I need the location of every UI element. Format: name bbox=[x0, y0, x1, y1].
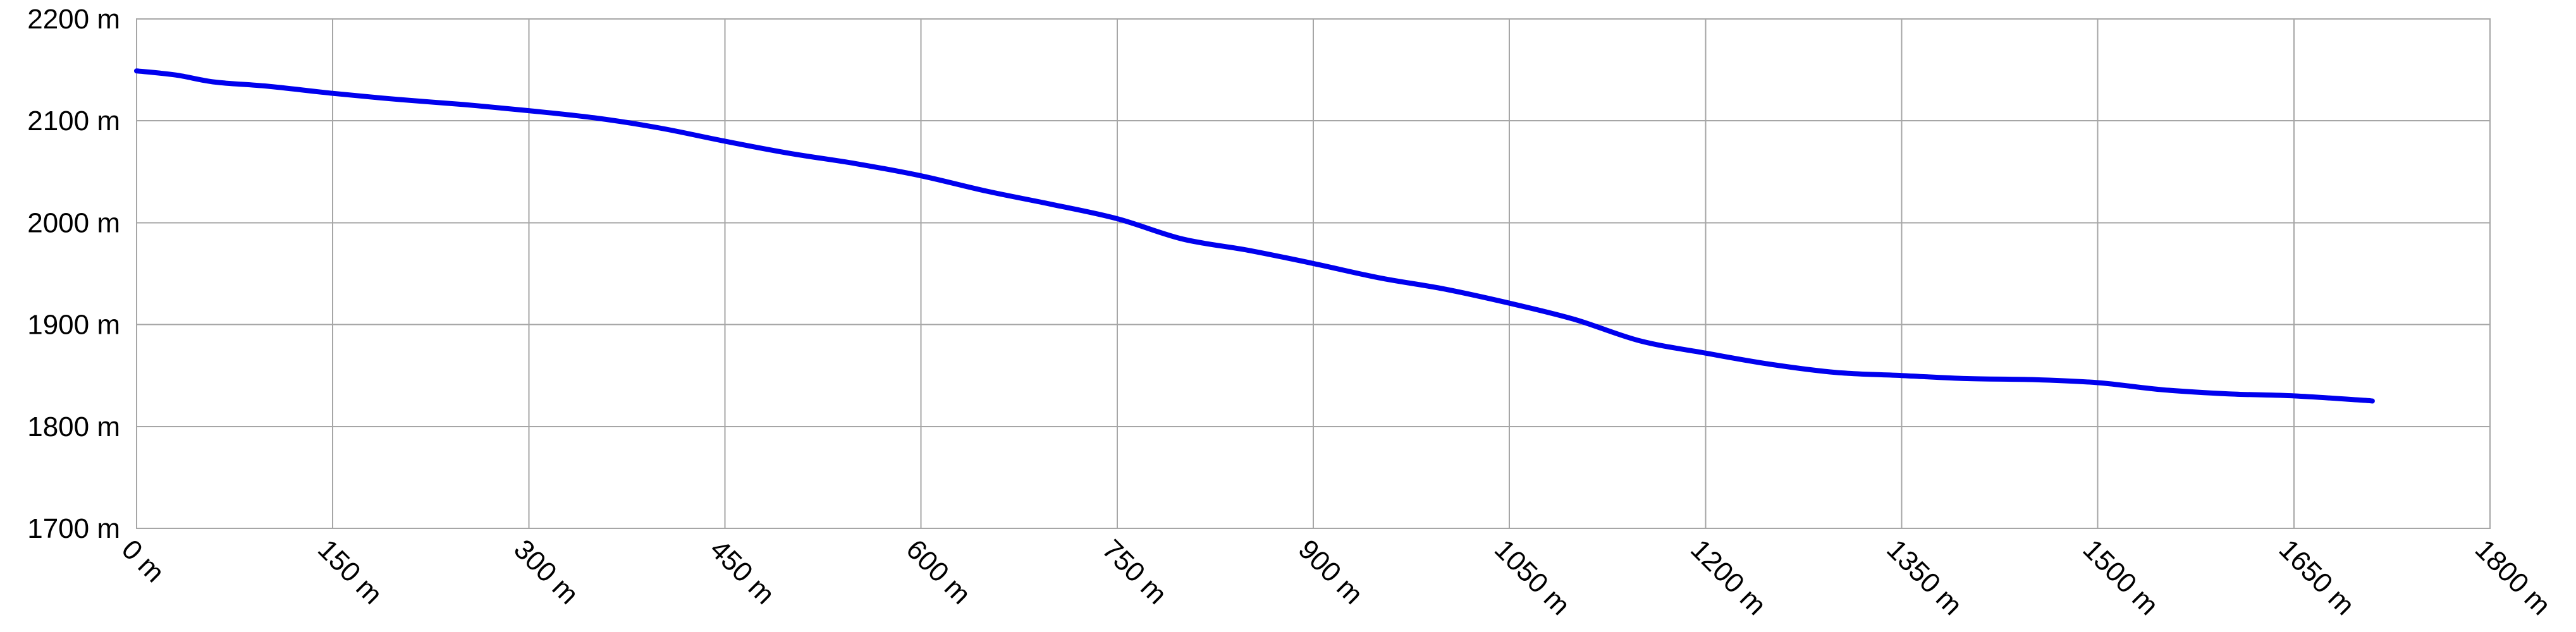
y-tick-labels: 1700 m 1800 m 1900 m 2000 m 2100 m 2200 m bbox=[27, 4, 120, 544]
elevation-point bbox=[1313, 263, 1314, 264]
elevation-point bbox=[2163, 389, 2164, 390]
elevation-point bbox=[1378, 277, 1379, 278]
elevation-point bbox=[1574, 319, 1575, 320]
x-tick-label: 1050 m bbox=[1488, 533, 1576, 621]
x-tick-label: 1800 m bbox=[2469, 533, 2556, 621]
y-tick-label: 2100 m bbox=[27, 106, 120, 137]
x-tick-label: 600 m bbox=[900, 533, 977, 610]
x-tick-label: 1200 m bbox=[1684, 533, 1772, 621]
x-tick-label: 0 m bbox=[116, 533, 171, 588]
elevation-point bbox=[1836, 372, 1837, 373]
grid bbox=[136, 18, 2491, 529]
x-tick-label: 300 m bbox=[508, 533, 584, 610]
elevation-point bbox=[2097, 382, 2098, 383]
x-tick-label: 450 m bbox=[704, 533, 780, 610]
x-tick-labels: 0 m 150 m 300 m 450 m 600 m 750 m 900 m 1050 m 1… bbox=[116, 533, 2556, 621]
elevation-point bbox=[2032, 379, 2033, 380]
x-tick-label: 1350 m bbox=[1880, 533, 1968, 621]
y-tick-label: 1700 m bbox=[27, 513, 120, 544]
x-tick-label: 750 m bbox=[1096, 533, 1173, 610]
y-tick-label: 1800 m bbox=[27, 411, 120, 442]
elevation-point bbox=[1182, 239, 1183, 240]
elevation-point bbox=[1901, 375, 1902, 376]
series-layer bbox=[134, 68, 2375, 404]
plot-frame bbox=[136, 18, 2491, 529]
y-tick-label: 2200 m bbox=[27, 4, 120, 35]
y-tick-label: 2000 m bbox=[27, 207, 120, 238]
elevation-point bbox=[2359, 399, 2360, 400]
x-tick-label: 1650 m bbox=[2273, 533, 2360, 621]
elevation-point bbox=[1770, 364, 1771, 365]
elevation-line bbox=[134, 68, 2375, 404]
x-tick-label: 1500 m bbox=[2077, 533, 2164, 621]
x-tick-label: 900 m bbox=[1292, 533, 1369, 610]
y-tick-label: 1900 m bbox=[27, 310, 120, 341]
x-tick-label: 150 m bbox=[312, 533, 388, 610]
